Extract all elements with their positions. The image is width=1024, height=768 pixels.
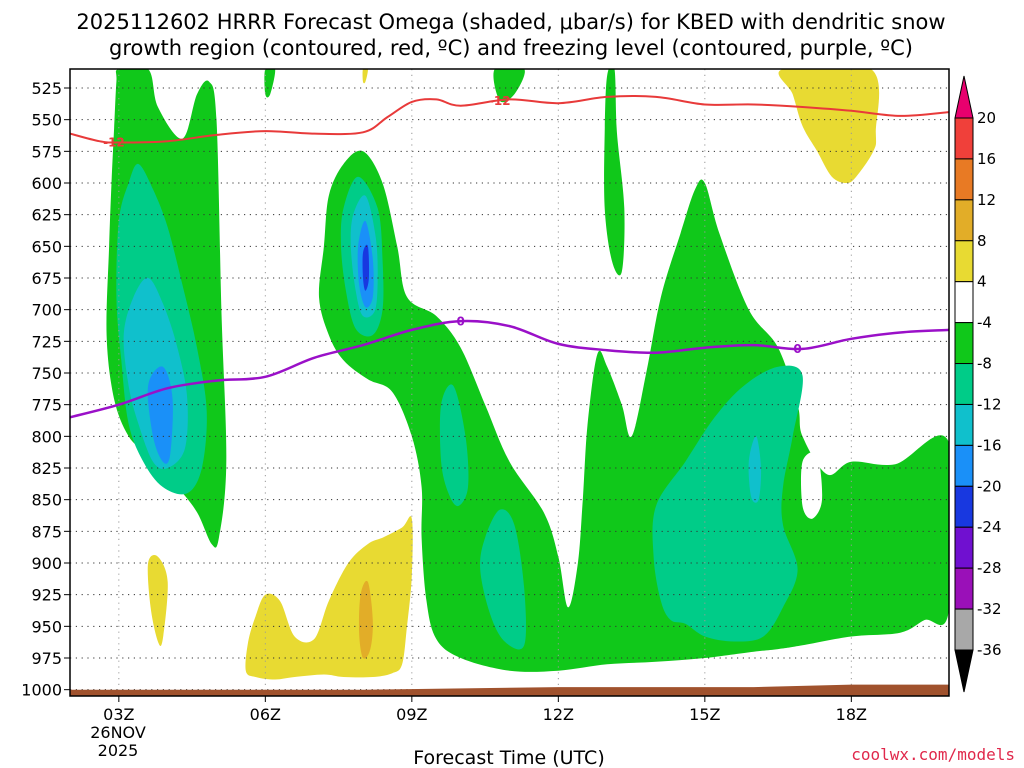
colorbar-swatch-1 [954, 158, 974, 201]
y-tick-label-550: 550 [31, 111, 62, 130]
colorbar-swatch-11 [954, 567, 974, 610]
colorbar-swatch-0 [954, 117, 974, 160]
colorbar-level-1: 16 [977, 150, 996, 168]
x-tick-label-15Z: 15Z [689, 705, 720, 724]
y-axis: 525 550 575 600 625 650 675 700 725 750 775 800 825 8… [21, 79, 70, 700]
chart-title-line-2: growth region (contoured, red, ºC) and f… [109, 36, 913, 60]
x-axis-label: Forecast Time (UTC) [413, 747, 604, 768]
y-tick-label-925: 925 [31, 586, 62, 605]
omega-white-holes [800, 452, 823, 519]
colorbar-level-9: -20 [977, 477, 1002, 495]
freezing_level-line [70, 319, 949, 419]
omega-region-teal-9 [439, 384, 469, 507]
omega-region-green-11 [604, 69, 625, 276]
y-tick-label-750: 750 [31, 364, 62, 383]
colorbar-swatch-8 [954, 444, 974, 487]
plot-frame [69, 68, 950, 697]
colorbar-level-10: -24 [977, 518, 1002, 536]
colorbar-swatch-2 [954, 199, 974, 242]
colorbar-level-0: 20 [977, 109, 996, 127]
terrain-layer [70, 684, 949, 696]
date-label-year: 2025 [98, 741, 139, 760]
y-tick-label-800: 800 [31, 427, 62, 446]
omega-region-teal-14 [652, 365, 803, 642]
terrain-surface [70, 684, 949, 696]
dendritic_minus12-label-0: -12 [103, 136, 125, 150]
grid-lines [70, 69, 949, 696]
colorbar-top-arrow [954, 75, 974, 119]
colorbar-swatch-9 [954, 485, 974, 528]
contour-lines: -12 -12 0 0 [70, 94, 949, 419]
colorbar-swatch-5 [954, 322, 974, 365]
x-axis: 03Z 06Z 09Z 12Z 15Z 18Z [103, 696, 867, 724]
colorbar-bottom-arrow [954, 649, 974, 693]
omega-region-cyan-15 [748, 436, 762, 503]
colorbar: 20 16 12 8 4 -4 -8 -12 -16 -20 -24 -28 -32 -36 [954, 75, 1002, 693]
y-tick-label-625: 625 [31, 206, 62, 225]
y-tick-label-775: 775 [31, 396, 62, 415]
y-tick-label-825: 825 [31, 459, 62, 478]
y-tick-label-900: 900 [31, 554, 62, 573]
omega-shaded-regions [106, 69, 949, 680]
colorbar-level-3: 8 [977, 232, 987, 250]
colorbar-level-7: -12 [977, 395, 1002, 413]
x-tick-label-06Z: 06Z [250, 705, 281, 724]
y-tick-label-600: 600 [31, 174, 62, 193]
y-tick-label-575: 575 [31, 142, 62, 161]
freezing_level-label-1: 0 [793, 342, 801, 356]
colorbar-swatch-6 [954, 363, 974, 405]
colorbar-swatch-3 [954, 240, 974, 283]
omega-region-yellow-18 [147, 555, 168, 646]
omega-white-hole-0 [800, 452, 823, 519]
colorbar-level-13: -36 [977, 641, 1002, 659]
omega-region-blue-3 [147, 366, 173, 464]
x-tick-label-12Z: 12Z [543, 705, 574, 724]
colorbar-level-5: -4 [977, 314, 992, 332]
colorbar-level-8: -16 [977, 436, 1002, 454]
omega-region-orange-17 [358, 580, 373, 659]
y-tick-label-725: 725 [31, 332, 62, 351]
colorbar-level-2: 12 [977, 191, 996, 209]
y-tick-label-525: 525 [31, 79, 62, 98]
omega-region-green-13 [264, 69, 276, 98]
y-tick-label-975: 975 [31, 649, 62, 668]
omega-region-green-4 [318, 150, 949, 672]
credit-text: coolwx.com/models [851, 745, 1015, 764]
y-tick-label-850: 850 [31, 491, 62, 510]
plot-area: -12 -12 0 0 [70, 69, 949, 696]
y-tick-label-650: 650 [31, 237, 62, 256]
colorbar-level-4: 4 [977, 273, 987, 291]
colorbar-level-11: -28 [977, 559, 1002, 577]
dendritic_minus12-label-1: -12 [489, 94, 511, 108]
y-tick-label-950: 950 [31, 617, 62, 636]
y-tick-label-1000: 1000 [21, 681, 62, 700]
date-label-day: 26NOV [90, 723, 146, 742]
freezing_level-label-0: 0 [456, 315, 464, 329]
chart-title-line-1: 2025112602 HRRR Forecast Omega (shaded, … [76, 10, 945, 34]
dendritic_minus12-line [70, 95, 949, 144]
colorbar-swatch-4 [954, 281, 974, 324]
x-tick-label-03Z: 03Z [103, 705, 134, 724]
omega-region-yellow-19 [362, 69, 368, 84]
omega-region-teal-10 [480, 509, 527, 650]
omega-region-darkblue-8 [362, 244, 370, 291]
colorbar-swatch-7 [954, 403, 974, 446]
omega-region-yellow-20 [778, 69, 880, 183]
colorbar-swatch-10 [954, 526, 974, 569]
x-tick-label-09Z: 09Z [396, 705, 427, 724]
colorbar-swatch-12 [954, 608, 974, 651]
colorbar-level-6: -8 [977, 355, 992, 373]
omega-region-green-12 [493, 69, 525, 103]
y-tick-label-675: 675 [31, 269, 62, 288]
x-tick-label-18Z: 18Z [836, 705, 867, 724]
colorbar-level-12: -32 [977, 600, 1002, 618]
y-tick-label-875: 875 [31, 522, 62, 541]
y-tick-label-700: 700 [31, 301, 62, 320]
